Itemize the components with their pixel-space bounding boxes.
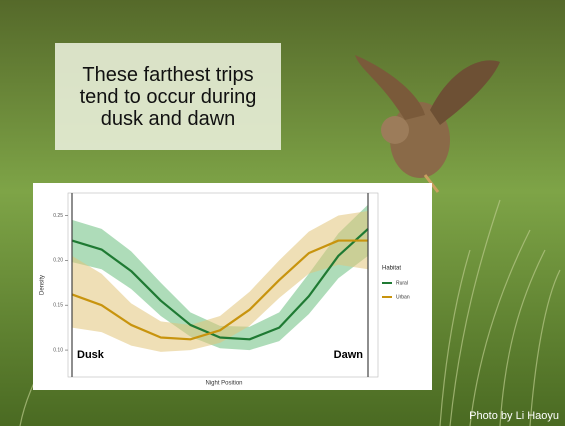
y-tick-label: 0.15 bbox=[53, 303, 63, 309]
annotation: Dusk bbox=[77, 349, 105, 361]
x-axis-label: Night Position bbox=[205, 381, 242, 387]
y-tick-label: 0.25 bbox=[53, 213, 63, 219]
y-axis-label: Density bbox=[40, 275, 46, 295]
legend-title: Habitat bbox=[382, 266, 401, 272]
legend-label: Urban bbox=[396, 294, 410, 300]
annotation: Dawn bbox=[334, 349, 364, 361]
y-tick-label: 0.20 bbox=[53, 258, 63, 264]
slide: Night Position Density Habitat 0.10 0.15 0… bbox=[0, 0, 565, 426]
legend-label: Rural bbox=[396, 280, 408, 286]
slide-caption: These farthest trips tend to occur durin… bbox=[55, 43, 281, 150]
photo-credit: Photo by Li Haoyu bbox=[469, 410, 559, 422]
y-tick-label: 0.10 bbox=[53, 347, 63, 353]
